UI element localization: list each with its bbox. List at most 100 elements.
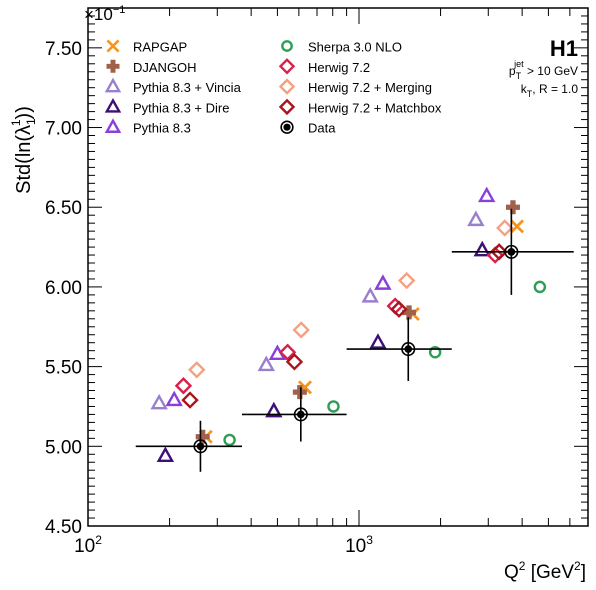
marker-triangle [473,240,491,257]
data-point [174,377,193,395]
legend-label: Pythia 8.3 [133,121,191,136]
marker-data-dot [196,442,205,451]
data-point [478,186,496,203]
data-point [278,343,297,361]
y-tick-label: 5.50 [45,358,82,379]
marker-plus [505,200,520,215]
series-herwig-7-2-matchbox [181,243,508,409]
data-point [327,400,340,413]
marker-triangle [265,401,283,418]
experiment-label: H1 [550,36,578,61]
data-point [223,433,236,447]
data-point [510,219,525,234]
data-point [165,390,183,407]
series-pythia-8-3-vincia [150,210,485,410]
data-point [374,274,392,290]
marker-triangle [104,118,122,133]
marker-data-dot [283,123,291,131]
legend-item: DJANGOH [106,59,197,75]
marker-triangle [156,446,175,462]
marker-plus [402,305,417,320]
legend-label: Herwig 7.2 + Matchbox [308,100,442,115]
data-point [195,429,210,444]
marker-diamond [486,246,504,264]
legend-item: Pythia 8.3 + Vincia [104,77,242,95]
data-point [402,305,417,320]
legend-label: Herwig 7.2 + Merging [308,80,432,95]
legend-label: Pythia 8.3 + Vincia [133,80,242,95]
data-point [473,240,491,257]
data-point [369,333,387,349]
marker-plus [106,59,120,73]
series-herwig-7-2 [174,246,504,395]
series-pythia-8-3-dire [156,240,491,462]
marker-triangle [104,77,122,93]
jet-pt-cut-annotation: pTjet > 10 GeV [509,59,578,81]
marker-data-dot [404,345,413,353]
data-point [490,243,508,261]
y-tick-label: 6.00 [45,278,82,299]
legend-label: Herwig 7.2 [308,60,370,75]
legend-label: RAPGAP [133,40,187,55]
data-point [292,321,310,339]
y-tick-label: 5.00 [45,437,82,458]
legend-label: DJANGOH [133,60,197,75]
marker-diamond [278,98,296,116]
legend-item: RAPGAP [106,39,187,55]
marker-plus [195,429,210,444]
marker-diamond [181,391,199,409]
series-herwig-7-2-merging [188,219,514,379]
series-djangoh [195,200,520,444]
data-point [361,287,379,303]
data-point [265,401,283,418]
data-point [293,407,308,422]
legend-label: Data [308,121,336,136]
data-point [401,342,416,357]
legend-item: Data [280,120,336,136]
y-tick-label: 7.50 [45,39,82,60]
marker-circle [327,400,340,413]
marker-diamond [174,377,193,395]
marker-circle [223,433,236,447]
marker-diamond [398,271,416,290]
data-point [504,244,519,259]
data-point [533,280,547,294]
data-point [390,300,408,318]
marker-diamond [490,243,508,261]
marker-data-ring [193,439,208,454]
marker-data-dot [296,410,305,419]
y-tick-label: 4.50 [45,517,82,538]
legend-item: Herwig 7.2 [278,58,370,75]
y-axis-ticks: 4.50 5.00 5.50 6.00 6.50 7.00 7.50 [45,7,588,538]
series-pythia-8-3 [165,186,496,407]
marker-triangle [165,390,183,407]
marker-data-ring [401,342,416,357]
data-point [181,391,199,409]
data-point [156,446,175,462]
marker-circle [428,346,442,359]
data-point [467,210,485,227]
series-data [135,208,574,472]
legend-label: Sherpa 3.0 NLO [308,40,402,55]
data-point [428,346,442,359]
series-sherpa-3-0-nlo [223,280,547,447]
series-rapgap [198,219,525,444]
marker-triangle [150,393,168,410]
data-point [193,439,208,454]
data-point [505,200,520,215]
marker-diamond [292,321,310,339]
marker-diamond [390,300,408,318]
marker-circle [533,280,547,294]
plot-frame [87,7,589,527]
marker-cross [510,219,525,234]
marker-triangle [257,355,276,372]
marker-triangle [104,97,122,113]
marker-cross [106,39,120,53]
data-point [285,353,304,371]
legend-item: Herwig 7.2 + Matchbox [278,98,442,116]
marker-diamond [278,58,296,75]
y-tick-label: 6.50 [45,198,82,219]
marker-triangle [467,210,485,227]
data-point [257,355,276,372]
